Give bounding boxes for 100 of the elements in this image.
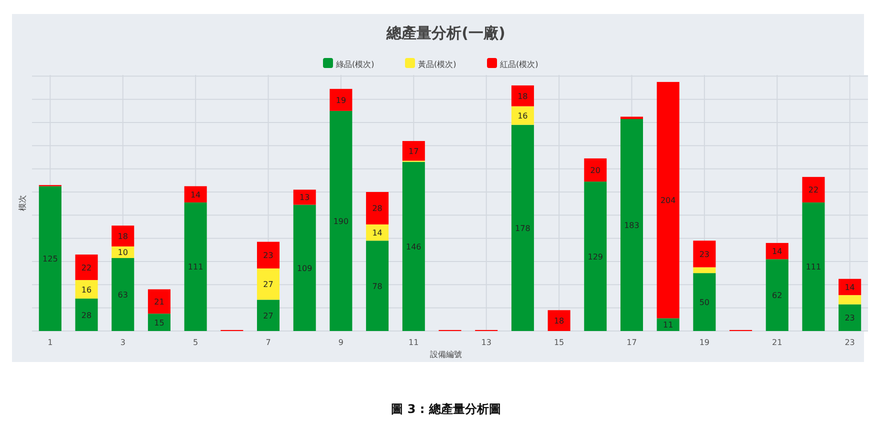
legend-label: 紅品(模次) xyxy=(500,60,538,69)
x-tick-label: 13 xyxy=(481,338,492,347)
data-label: 146 xyxy=(406,242,422,252)
data-label: 62 xyxy=(772,291,782,300)
bar xyxy=(366,240,389,331)
data-label: 14 xyxy=(372,228,382,238)
data-label: 21 xyxy=(154,297,164,306)
data-label: 17 xyxy=(408,146,419,156)
data-label: 10 xyxy=(118,248,128,258)
bar xyxy=(766,242,788,260)
bar xyxy=(148,289,170,314)
data-label: 23 xyxy=(263,251,274,260)
data-label: 23 xyxy=(699,250,710,259)
bar xyxy=(184,202,207,331)
bar xyxy=(112,258,134,331)
data-label: 13 xyxy=(300,193,310,202)
legend-label: 綠品(模次) xyxy=(335,60,374,69)
data-label: 16 xyxy=(518,112,528,121)
data-label: 28 xyxy=(372,204,382,214)
data-label: 22 xyxy=(808,186,819,195)
bar xyxy=(802,202,825,331)
data-label: 22 xyxy=(81,263,92,272)
data-label: 18 xyxy=(554,316,564,326)
data-label: 14 xyxy=(190,190,201,200)
data-label: 190 xyxy=(333,216,349,226)
bar xyxy=(293,204,316,331)
bar xyxy=(838,278,862,296)
x-tick-label: 9 xyxy=(338,338,344,347)
bar xyxy=(256,242,280,268)
bar xyxy=(256,268,280,300)
bar xyxy=(38,186,62,331)
bar xyxy=(75,254,98,280)
bar xyxy=(366,192,389,224)
x-tick-label: 15 xyxy=(554,338,564,347)
bar xyxy=(802,176,825,202)
data-label: 14 xyxy=(772,247,782,256)
bar xyxy=(584,182,607,331)
bar xyxy=(75,298,98,331)
bar xyxy=(511,106,534,125)
caption: 圖 3 : 總產量分析圖 xyxy=(391,402,501,416)
bar xyxy=(620,119,644,331)
x-tick-label: 1 xyxy=(48,338,53,347)
bar xyxy=(148,314,170,331)
data-label: 15 xyxy=(154,318,164,328)
bar xyxy=(293,190,316,205)
data-label: 109 xyxy=(296,264,312,273)
data-label: 16 xyxy=(81,285,92,294)
x-tick-label: 19 xyxy=(699,338,710,347)
data-label: 178 xyxy=(515,224,530,233)
data-label: 125 xyxy=(42,254,58,264)
data-label: 63 xyxy=(118,290,128,300)
bar xyxy=(330,88,352,111)
data-label: 19 xyxy=(336,96,346,105)
chart-title: 總產量分析(一廠) xyxy=(386,24,506,42)
data-label: 78 xyxy=(372,282,382,291)
bar xyxy=(256,300,280,331)
data-label: 18 xyxy=(118,232,128,242)
x-tick-label: 11 xyxy=(408,338,419,347)
data-label: 183 xyxy=(624,221,640,230)
bar xyxy=(656,82,680,318)
x-tick-label: 21 xyxy=(772,338,782,347)
bar xyxy=(511,85,534,106)
x-tick-label: 17 xyxy=(626,338,637,347)
x-axis-title: 設備編號 xyxy=(430,350,462,359)
bar xyxy=(693,273,716,331)
x-tick-label: 23 xyxy=(844,338,855,347)
bar xyxy=(620,116,644,120)
bar xyxy=(584,158,607,182)
bar xyxy=(402,141,425,161)
x-tick-label: 7 xyxy=(266,338,271,347)
bar xyxy=(366,224,389,241)
bar xyxy=(402,162,425,331)
x-tick-label: 5 xyxy=(193,338,198,347)
data-label: 111 xyxy=(188,262,204,272)
data-label: 27 xyxy=(263,280,274,290)
bar xyxy=(184,186,207,202)
data-label: 27 xyxy=(263,311,274,320)
legend-label: 黃品(模次) xyxy=(418,60,456,69)
data-label: 11 xyxy=(662,320,674,330)
bar xyxy=(548,310,570,331)
bar xyxy=(838,304,862,331)
data-label: 50 xyxy=(699,298,710,308)
bar xyxy=(330,110,352,331)
bar xyxy=(75,280,98,299)
bar xyxy=(693,240,716,268)
data-label: 18 xyxy=(518,92,528,101)
y-axis-title: 模次 xyxy=(18,195,27,211)
bar xyxy=(112,226,134,246)
data-label: 129 xyxy=(588,252,604,262)
data-label: 28 xyxy=(81,310,92,320)
data-label: 111 xyxy=(806,262,822,272)
data-label: 20 xyxy=(590,166,600,175)
data-label: 23 xyxy=(844,314,855,323)
x-tick-label: 3 xyxy=(120,338,126,347)
bar xyxy=(838,295,862,304)
bar xyxy=(693,267,716,274)
data-label: 204 xyxy=(660,196,676,206)
bar xyxy=(766,259,788,331)
data-label: 14 xyxy=(844,282,855,292)
bar xyxy=(511,124,534,331)
